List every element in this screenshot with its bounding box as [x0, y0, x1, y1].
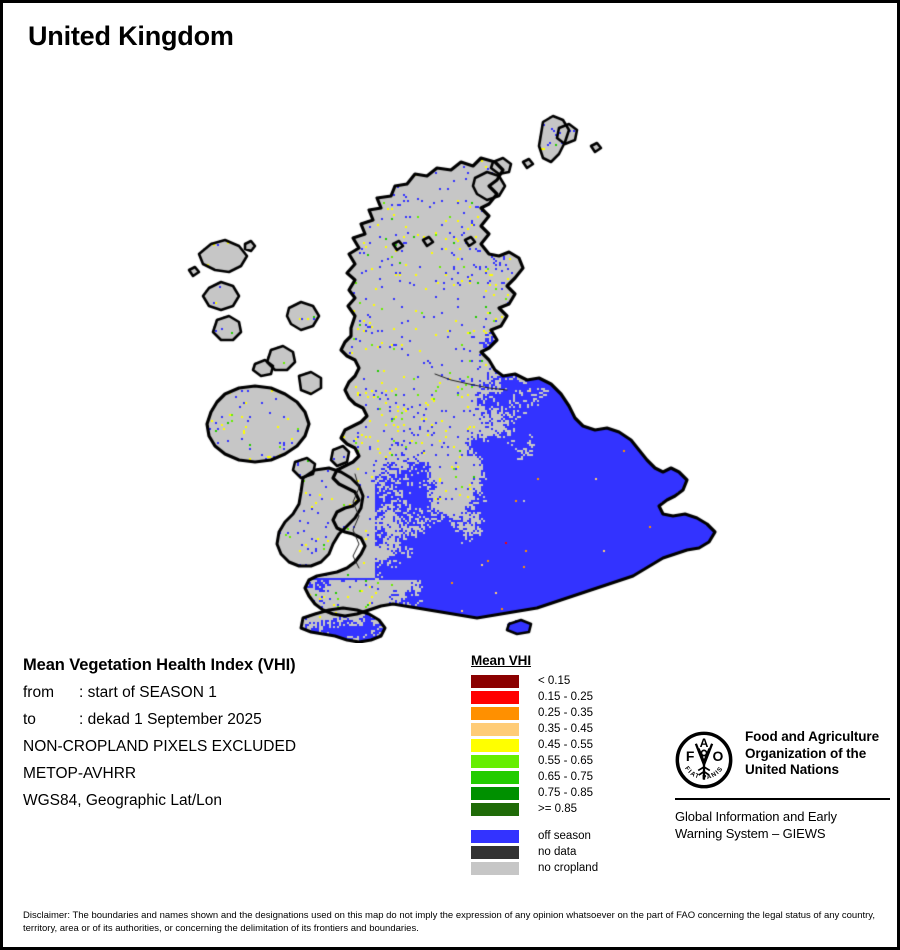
fao-divider — [675, 798, 890, 800]
legend-class-swatch — [471, 722, 519, 736]
legend-class-row: 0.55 - 0.65 — [471, 753, 641, 769]
giews-name: Global Information and Early Warning Sys… — [675, 808, 890, 842]
legend-class-swatch — [471, 690, 519, 704]
metadata-projection: WGS84, Geographic Lat/Lon — [23, 792, 223, 809]
legend-class-row: 0.75 - 0.85 — [471, 785, 641, 801]
disclaimer-text: Disclaimer: The boundaries and names sho… — [23, 910, 875, 934]
metadata-to-row: to : dekad 1 September 2025 — [23, 711, 453, 729]
legend-special-row: off season — [471, 828, 641, 844]
legend-class-label: 0.15 - 0.25 — [538, 690, 593, 703]
fao-name-line2: Organization of the — [745, 745, 867, 761]
legend-class-label: 0.45 - 0.55 — [538, 738, 593, 751]
metadata-to-value: : dekad 1 September 2025 — [79, 711, 262, 728]
metadata-from-row: from : start of SEASON 1 — [23, 684, 453, 702]
vhi-raster-map[interactable] — [3, 58, 897, 643]
map-viewport[interactable] — [3, 58, 897, 643]
legend-class-row: >= 0.85 — [471, 801, 641, 817]
fao-branding: F A O FIAT PANIS Food and Agriculture Or… — [675, 729, 890, 842]
legend-class-swatch — [471, 770, 519, 784]
legend-special-swatch — [471, 845, 519, 859]
legend-class-swatch — [471, 786, 519, 800]
legend-class-row: 0.15 - 0.25 — [471, 689, 641, 705]
legend-special-list: off season no data no cropland — [471, 828, 641, 876]
metadata-heading: Mean Vegetation Health Index (VHI) — [23, 656, 296, 674]
metadata-from-key: from — [23, 684, 54, 701]
legend-class-row: < 0.15 — [471, 673, 641, 689]
legend-class-label: < 0.15 — [538, 674, 571, 687]
legend-special-row: no data — [471, 844, 641, 860]
legend-class-swatch — [471, 802, 519, 816]
legend-heading: Mean VHI — [471, 653, 531, 668]
legend: Mean VHI < 0.15 0.15 - 0.25 0.25 - 0.35 0.3… — [471, 653, 641, 876]
legend-class-swatch — [471, 706, 519, 720]
legend-class-swatch — [471, 738, 519, 752]
legend-class-label: 0.55 - 0.65 — [538, 754, 593, 767]
legend-special-label: no cropland — [538, 861, 599, 874]
page-title: United Kingdom — [28, 21, 234, 51]
legend-class-row: 0.65 - 0.75 — [471, 769, 641, 785]
legend-class-swatch — [471, 754, 519, 768]
fao-organization-name: Food and Agriculture Organization of the… — [745, 729, 879, 779]
fao-emblem-icon: F A O FIAT PANIS — [675, 731, 733, 789]
giews-line1: Global Information and Early — [675, 809, 837, 824]
legend-class-label: >= 0.85 — [538, 802, 578, 815]
svg-text:F: F — [686, 748, 695, 764]
giews-line2: Warning System – GIEWS — [675, 826, 826, 841]
metadata-from-value: : start of SEASON 1 — [79, 684, 217, 701]
legend-special-label: off season — [538, 829, 591, 842]
legend-class-row: 0.25 - 0.35 — [471, 705, 641, 721]
legend-class-row: 0.45 - 0.55 — [471, 737, 641, 753]
metadata-sensor: METOP-AVHRR — [23, 765, 137, 782]
legend-special-swatch — [471, 829, 519, 843]
legend-special-row: no cropland — [471, 860, 641, 876]
map-metadata: Mean Vegetation Health Index (VHI) from:… — [23, 656, 453, 819]
fao-logo-row: F A O FIAT PANIS Food and Agriculture Or… — [675, 729, 890, 789]
fao-name-line1: Food and Agriculture — [745, 729, 879, 744]
legend-class-list: < 0.15 0.15 - 0.25 0.25 - 0.35 0.35 - 0.45 0… — [471, 673, 641, 817]
legend-special-swatch — [471, 861, 519, 875]
legend-spacer — [471, 817, 641, 828]
legend-special-label: no data — [538, 845, 577, 858]
legend-class-label: 0.25 - 0.35 — [538, 706, 593, 719]
metadata-to-key: to — [23, 711, 36, 728]
legend-class-label: 0.65 - 0.75 — [538, 770, 593, 783]
legend-class-label: 0.75 - 0.85 — [538, 786, 593, 799]
metadata-exclusion: NON-CROPLAND PIXELS EXCLUDED — [23, 738, 297, 755]
svg-text:O: O — [713, 748, 724, 764]
legend-class-label: 0.35 - 0.45 — [538, 722, 593, 735]
legend-class-row: 0.35 - 0.45 — [471, 721, 641, 737]
svg-text:A: A — [700, 736, 709, 750]
fao-name-line3: United Nations — [745, 762, 839, 777]
legend-class-swatch — [471, 674, 519, 688]
